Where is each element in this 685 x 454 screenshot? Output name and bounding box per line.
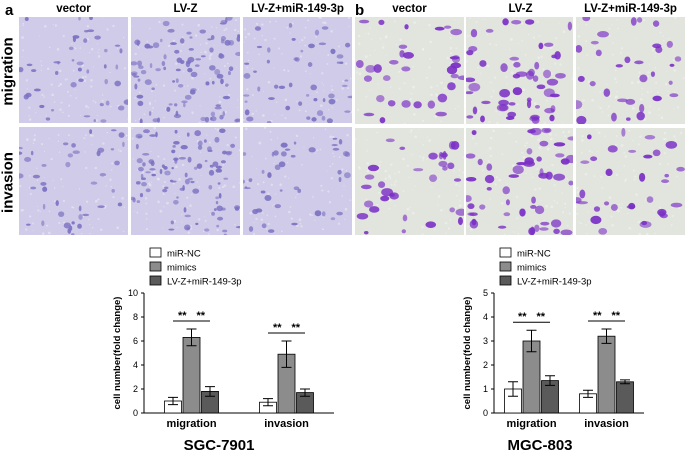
panel-b-col-header-lvz-mir: LV-Z+miR-149-3p bbox=[584, 3, 677, 15]
error-bar bbox=[205, 386, 215, 397]
y-tick-label: 4 bbox=[133, 360, 138, 370]
y-tick-label: 2 bbox=[483, 360, 488, 370]
micrograph-a-migration-vector bbox=[19, 17, 128, 123]
error-bar bbox=[601, 328, 612, 344]
bar-chart-sgc-7901: miR-NC mimics LV-Z+miR-149-3p 0 2 4 6 8 10 cell n… bbox=[104, 245, 344, 440]
chart-title-sgc-7901: SGC-7901 bbox=[183, 437, 255, 454]
micrograph-a-migration-lvz-mir bbox=[243, 17, 352, 123]
panel-b-letter: b bbox=[355, 2, 365, 19]
y-tick-label: 1 bbox=[483, 384, 488, 394]
legend-label-2: LV-Z+miR-149-3p bbox=[517, 277, 592, 288]
panel-b-col-header-lvz: LV-Z bbox=[508, 3, 533, 15]
x-category-label: migration bbox=[506, 418, 556, 430]
micrograph-texture bbox=[243, 127, 352, 235]
legend-label-1: mimics bbox=[167, 263, 197, 274]
panel-a-row-label-migration: migration bbox=[0, 37, 17, 106]
error-bar bbox=[168, 396, 178, 406]
legend-swatch-1 bbox=[499, 261, 512, 272]
micrograph-texture bbox=[466, 128, 573, 235]
y-axis-label: cell number(fold change) bbox=[112, 297, 123, 410]
legend-label-0: miR-NC bbox=[167, 249, 201, 260]
micrograph-b-invasion-lvz bbox=[466, 128, 573, 235]
micrograph-b-migration-lvz bbox=[466, 17, 573, 124]
micrograph-b-migration-vector bbox=[355, 17, 464, 124]
panel-a-letter: a bbox=[5, 2, 14, 19]
y-tick-label: 2 bbox=[133, 384, 138, 394]
y-tick-label: 6 bbox=[133, 336, 138, 346]
y-axis-label: cell number(fold change) bbox=[462, 297, 473, 410]
bar-migration-1 bbox=[182, 337, 201, 414]
micrograph-texture bbox=[576, 128, 685, 235]
significance-stars: ** bbox=[536, 311, 545, 323]
micrograph-texture bbox=[466, 17, 573, 124]
bar-chart-mgc-803: miR-NC mimics LV-Z+miR-149-3p 0 1 2 3 4 5 cell nu… bbox=[454, 245, 654, 440]
y-tick-label: 10 bbox=[128, 288, 138, 298]
error-bar bbox=[263, 398, 273, 407]
micrograph-texture bbox=[19, 17, 128, 123]
micrograph-texture bbox=[576, 17, 685, 124]
y-tick-label: 0 bbox=[133, 408, 138, 418]
micrograph-b-invasion-lvz-mir bbox=[576, 128, 685, 235]
panel-a-col-header-vector: vector bbox=[56, 3, 91, 15]
micrograph-a-invasion-lvz-mir bbox=[243, 127, 352, 235]
significance-stars: ** bbox=[291, 322, 300, 334]
legend-swatch-0 bbox=[149, 247, 162, 258]
micrograph-texture bbox=[355, 17, 464, 124]
legend-label-1: mimics bbox=[517, 263, 547, 274]
error-bar bbox=[281, 340, 292, 368]
significance-stars: ** bbox=[178, 310, 187, 322]
y-tick-label: 4 bbox=[483, 312, 488, 322]
error-bar bbox=[186, 328, 197, 347]
bar-invasion-1 bbox=[597, 335, 616, 414]
micrograph-a-migration-lvz bbox=[131, 17, 240, 123]
micrograph-b-invasion-vector bbox=[355, 128, 464, 235]
panel-a-col-header-lvz: LV-Z bbox=[173, 3, 198, 15]
micrograph-texture bbox=[19, 127, 128, 235]
significance-stars: ** bbox=[196, 310, 205, 322]
legend-label-2: LV-Z+miR-149-3p bbox=[167, 277, 242, 288]
x-category-label: invasion bbox=[264, 418, 309, 430]
significance-stars: ** bbox=[611, 310, 620, 322]
significance-stars: ** bbox=[593, 310, 602, 322]
legend-swatch-2 bbox=[499, 275, 512, 286]
micrograph-texture bbox=[131, 17, 240, 123]
y-tick-label: 3 bbox=[483, 336, 488, 346]
micrograph-a-invasion-vector bbox=[19, 127, 128, 235]
micrograph-texture bbox=[243, 17, 352, 123]
significance-stars: ** bbox=[273, 322, 282, 334]
legend-swatch-0 bbox=[499, 247, 512, 258]
error-bar bbox=[526, 329, 537, 353]
chart-title-mgc-803: MGC-803 bbox=[507, 437, 573, 454]
micrograph-a-invasion-lvz bbox=[131, 127, 240, 235]
micrograph-texture bbox=[355, 128, 464, 235]
error-bar bbox=[620, 379, 630, 385]
panel-b-col-header-vector: vector bbox=[392, 3, 427, 15]
micrograph-b-migration-lvz-mir bbox=[576, 17, 685, 124]
y-tick-label: 0 bbox=[483, 408, 488, 418]
x-category-label: invasion bbox=[584, 418, 629, 430]
y-tick-label: 8 bbox=[133, 312, 138, 322]
legend-label-0: miR-NC bbox=[517, 249, 551, 260]
micrograph-texture bbox=[131, 127, 240, 235]
bar-invasion-2 bbox=[616, 381, 634, 414]
error-bar bbox=[300, 388, 310, 397]
significance-stars: ** bbox=[518, 311, 527, 323]
error-bar bbox=[508, 381, 518, 397]
x-category-label: migration bbox=[166, 418, 216, 430]
y-tick-label: 5 bbox=[483, 288, 488, 298]
legend-swatch-2 bbox=[149, 275, 162, 286]
error-bar bbox=[545, 375, 555, 386]
legend-swatch-1 bbox=[149, 261, 162, 272]
panel-a-col-header-lvz-mir: LV-Z+miR-149-3p bbox=[251, 3, 344, 15]
panel-a-row-label-invasion: invasion bbox=[0, 152, 17, 213]
error-bar bbox=[583, 389, 593, 398]
